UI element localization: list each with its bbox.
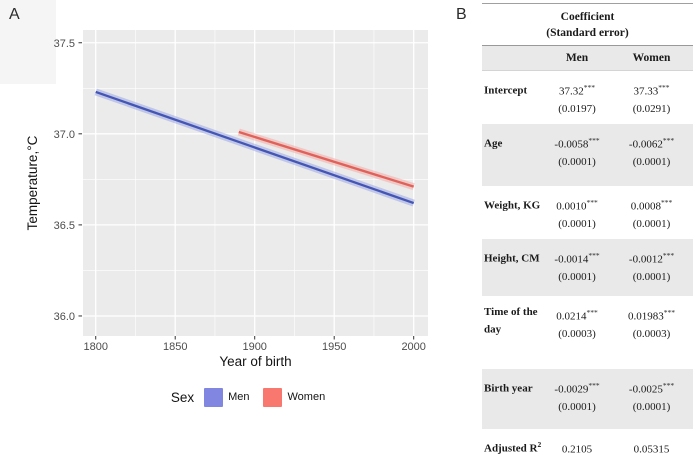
women-cell: -0.0062*** (0.0001)	[628, 136, 675, 168]
svg-text:36.0: 36.0	[54, 311, 75, 323]
legend-label-men: Men	[228, 391, 250, 403]
table-row: Time of the day 0.0214*** (0.0003) 0.019…	[482, 296, 693, 369]
women-cell: 37.33*** (0.0291)	[632, 83, 671, 115]
svg-text:1800: 1800	[83, 341, 107, 353]
men-cell: 0.2105	[561, 443, 593, 456]
header-women: Women	[632, 52, 671, 64]
panel-a: A 1800 1850 1900 1950 2000 36.0 36.5 37.0 37.5 Ye…	[0, 0, 428, 407]
legend-item-women: Women	[263, 387, 326, 407]
table-row: Weight, KG 0.0010*** (0.0001) 0.0008*** …	[482, 186, 693, 239]
table-title-line2: (Standard error)	[546, 27, 629, 39]
legend-title: Sex	[170, 389, 195, 405]
row-label: Weight, KG	[484, 199, 541, 212]
legend-item-men: Men	[204, 387, 250, 407]
table-row: Intercept 37.32*** (0.0197) 37.33*** (0.…	[482, 71, 693, 124]
panel-b: B Coefficient (Standard error) Men Women…	[450, 0, 696, 456]
row-label: Time of the day	[484, 306, 538, 336]
header-men: Men	[565, 52, 589, 64]
women-cell: 0.0008*** (0.0001)	[630, 198, 673, 230]
men-cell: -0.0029*** (0.0001)	[554, 381, 600, 413]
table-row: Birth year -0.0029*** (0.0001) -0.0025**…	[482, 369, 693, 429]
table-title-line1: Coefficient	[560, 11, 615, 23]
women-cell: -0.0012*** (0.0001)	[628, 251, 675, 283]
women-cell: -0.0025*** (0.0001)	[628, 381, 675, 413]
svg-text:37.5: 37.5	[54, 38, 75, 50]
row-label: Intercept	[484, 84, 528, 97]
men-cell: 37.32*** (0.0197)	[558, 83, 596, 115]
svg-text:1850: 1850	[163, 341, 187, 353]
men-cell: 0.0214*** (0.0003)	[556, 308, 598, 340]
row-label: Adjusted R2	[484, 440, 542, 455]
corner-wash	[0, 0, 56, 84]
svg-text:2000: 2000	[401, 341, 425, 353]
svg-text:Year of birth: Year of birth	[219, 354, 291, 369]
table-row: Height, CM -0.0014*** (0.0001) -0.0012**…	[482, 239, 693, 296]
temperature-line-chart: 1800 1850 1900 1950 2000 36.0 36.5 37.0 37.5 Year…	[25, 30, 428, 369]
women-cell: 0.01983*** (0.0003)	[628, 308, 675, 340]
chart-legend: Sex Men Women	[30, 384, 480, 410]
svg-text:Temperature,°C: Temperature,°C	[25, 135, 40, 230]
row-label: Height, CM	[484, 252, 540, 265]
women-cell: 0.05315	[633, 443, 670, 456]
men-color-swatch	[204, 387, 224, 407]
panel-b-label: B	[456, 6, 467, 23]
svg-text:1900: 1900	[242, 341, 266, 353]
table-row: Age -0.0058*** (0.0001) -0.0062*** (0.00…	[482, 124, 693, 186]
men-cell: -0.0058*** (0.0001)	[554, 136, 600, 168]
row-label: Birth year	[484, 382, 533, 395]
women-color-swatch	[263, 387, 283, 407]
table-header-row: Men Women	[482, 45, 693, 71]
table-row: Adjusted R2 0.2105 0.05315	[482, 429, 693, 459]
regression-table: Coefficient (Standard error) Men Women I…	[482, 3, 693, 459]
men-cell: -0.0014*** (0.0001)	[554, 251, 600, 283]
table-title: Coefficient (Standard error)	[482, 4, 693, 45]
svg-text:36.5: 36.5	[54, 220, 75, 232]
svg-text:37.0: 37.0	[54, 129, 75, 141]
men-cell: 0.0010*** (0.0001)	[556, 198, 598, 230]
svg-text:1950: 1950	[322, 341, 346, 353]
legend-label-women: Women	[287, 391, 326, 403]
row-label: Age	[484, 137, 503, 150]
panel-a-label: A	[9, 6, 20, 23]
